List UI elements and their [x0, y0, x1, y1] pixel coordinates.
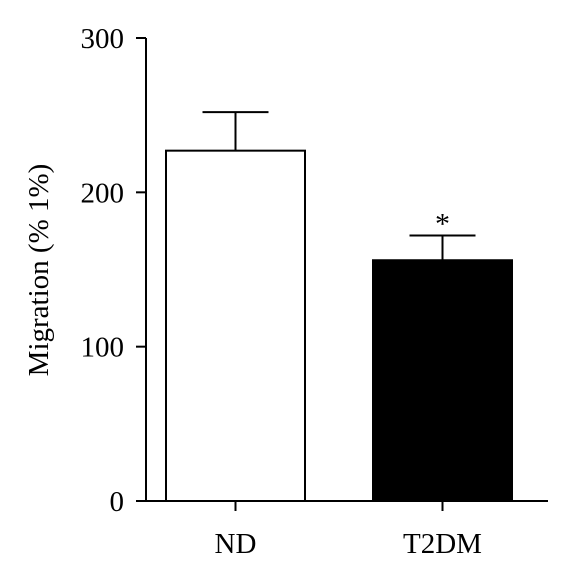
- x-tick-label: T2DM: [403, 528, 482, 560]
- x-tick-label: ND: [215, 528, 257, 560]
- y-axis: 0 100 200 300: [81, 23, 147, 518]
- x-axis: ND T2DM: [146, 500, 548, 560]
- bar-t2dm: [372, 259, 513, 502]
- y-tick-label: 300: [81, 23, 125, 55]
- y-tick-label: 100: [81, 332, 125, 364]
- bars: *: [165, 111, 513, 502]
- y-axis-title: Migration (% 1%): [23, 164, 55, 377]
- y-tick-label: 200: [81, 177, 125, 209]
- significance-marker: *: [435, 208, 450, 241]
- y-tick-label: 0: [110, 486, 125, 518]
- bar-nd: [165, 149, 306, 502]
